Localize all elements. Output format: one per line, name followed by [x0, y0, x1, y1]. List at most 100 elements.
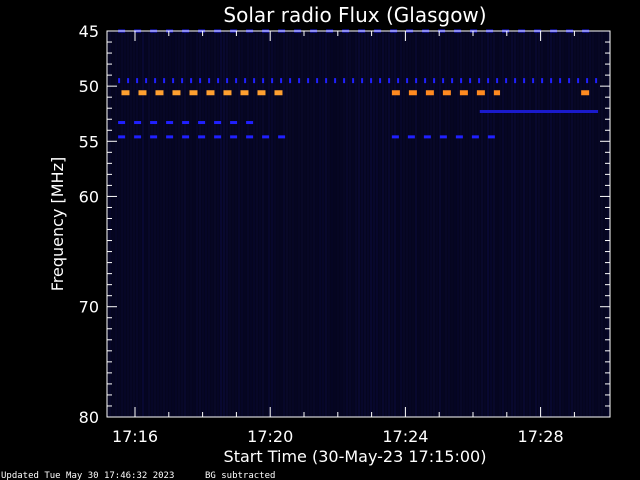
noise-stripe [481, 31, 483, 417]
noise-stripe [169, 31, 171, 417]
noise-stripe [175, 31, 177, 417]
y-tick-label: 60 [79, 187, 99, 206]
noise-stripe [202, 31, 204, 417]
noise-stripe [277, 31, 279, 417]
noise-stripe [586, 31, 588, 417]
noise-stripe [532, 31, 534, 417]
noise-stripe [562, 31, 564, 417]
plot-frame [106, 30, 611, 418]
noise-stripe [130, 31, 132, 417]
noise-stripe [514, 31, 516, 417]
noise-stripe [256, 31, 258, 417]
noise-stripe [412, 31, 414, 417]
noise-stripe [178, 31, 180, 417]
noise-stripe [166, 31, 168, 417]
noise-stripe [160, 31, 162, 417]
noise-stripe [346, 31, 348, 417]
noise-stripe [118, 31, 120, 417]
noise-stripe [520, 31, 522, 417]
noise-stripe [406, 31, 408, 417]
noise-stripe [472, 31, 474, 417]
noise-stripe [607, 31, 609, 417]
noise-stripe [337, 31, 339, 417]
noise-stripe [325, 31, 327, 417]
emission-band [581, 90, 590, 96]
noise-stripe [475, 31, 477, 417]
noise-stripe [244, 31, 246, 417]
noise-stripe [247, 31, 249, 417]
noise-stripe [439, 31, 441, 417]
noise-stripe [484, 31, 486, 417]
noise-stripe [235, 31, 237, 417]
noise-stripe [238, 31, 240, 417]
noise-stripe [430, 31, 432, 417]
emission-band [391, 90, 501, 96]
noise-stripe [385, 31, 387, 417]
noise-stripe [214, 31, 216, 417]
noise-stripe [319, 31, 321, 417]
noise-stripe [376, 31, 378, 417]
noise-stripe [418, 31, 420, 417]
noise-stripe [124, 31, 126, 417]
update-timestamp: Updated Tue May 30 17:46:32 2023 [1, 471, 174, 480]
noise-stripe [334, 31, 336, 417]
noise-stripe [400, 31, 402, 417]
noise-stripe [268, 31, 270, 417]
noise-stripe [463, 31, 465, 417]
noise-stripe [589, 31, 591, 417]
noise-stripe [370, 31, 372, 417]
noise-stripe [466, 31, 468, 417]
noise-stripe [601, 31, 603, 417]
noise-stripe [565, 31, 567, 417]
y-axis-label: Frequency [MHz] [48, 157, 67, 291]
noise-stripe [313, 31, 315, 417]
noise-stripe [496, 31, 498, 417]
noise-stripe [316, 31, 318, 417]
noise-stripe [508, 31, 510, 417]
noise-stripe [349, 31, 351, 417]
noise-stripe [322, 31, 324, 417]
noise-stripe [250, 31, 252, 417]
noise-stripe [523, 31, 525, 417]
noise-stripe [262, 31, 264, 417]
noise-stripe [454, 31, 456, 417]
noise-stripe [298, 31, 300, 417]
plot-area [107, 31, 610, 417]
noise-stripe [283, 31, 285, 417]
emission-band [479, 110, 599, 114]
bg-subtracted-note: BG subtracted [205, 471, 275, 480]
noise-stripe [529, 31, 531, 417]
noise-stripe [487, 31, 489, 417]
noise-stripe [547, 31, 549, 417]
noise-stripe [559, 31, 561, 417]
noise-stripe [391, 31, 393, 417]
noise-stripe [427, 31, 429, 417]
noise-stripe [361, 31, 363, 417]
x-tick-label: 17:20 [247, 427, 293, 446]
noise-stripe [448, 31, 450, 417]
noise-stripe [544, 31, 546, 417]
noise-stripe [211, 31, 213, 417]
noise-stripe [598, 31, 600, 417]
noise-stripe [553, 31, 555, 417]
noise-stripe [373, 31, 375, 417]
noise-stripe [451, 31, 453, 417]
noise-stripe [493, 31, 495, 417]
y-tick-label: 80 [79, 408, 99, 427]
noise-stripe [358, 31, 360, 417]
noise-stripe [382, 31, 384, 417]
noise-stripe [145, 31, 147, 417]
noise-stripe [364, 31, 366, 417]
noise-stripe [478, 31, 480, 417]
noise-stripe [328, 31, 330, 417]
noise-stripe [595, 31, 597, 417]
noise-stripe [526, 31, 528, 417]
noise-stripe [208, 31, 210, 417]
noise-stripe [592, 31, 594, 417]
noise-stripe [469, 31, 471, 417]
noise-stripe [142, 31, 144, 417]
y-tick-label: 70 [79, 298, 99, 317]
noise-stripe [541, 31, 543, 417]
emission-band [118, 78, 598, 84]
noise-stripe [355, 31, 357, 417]
